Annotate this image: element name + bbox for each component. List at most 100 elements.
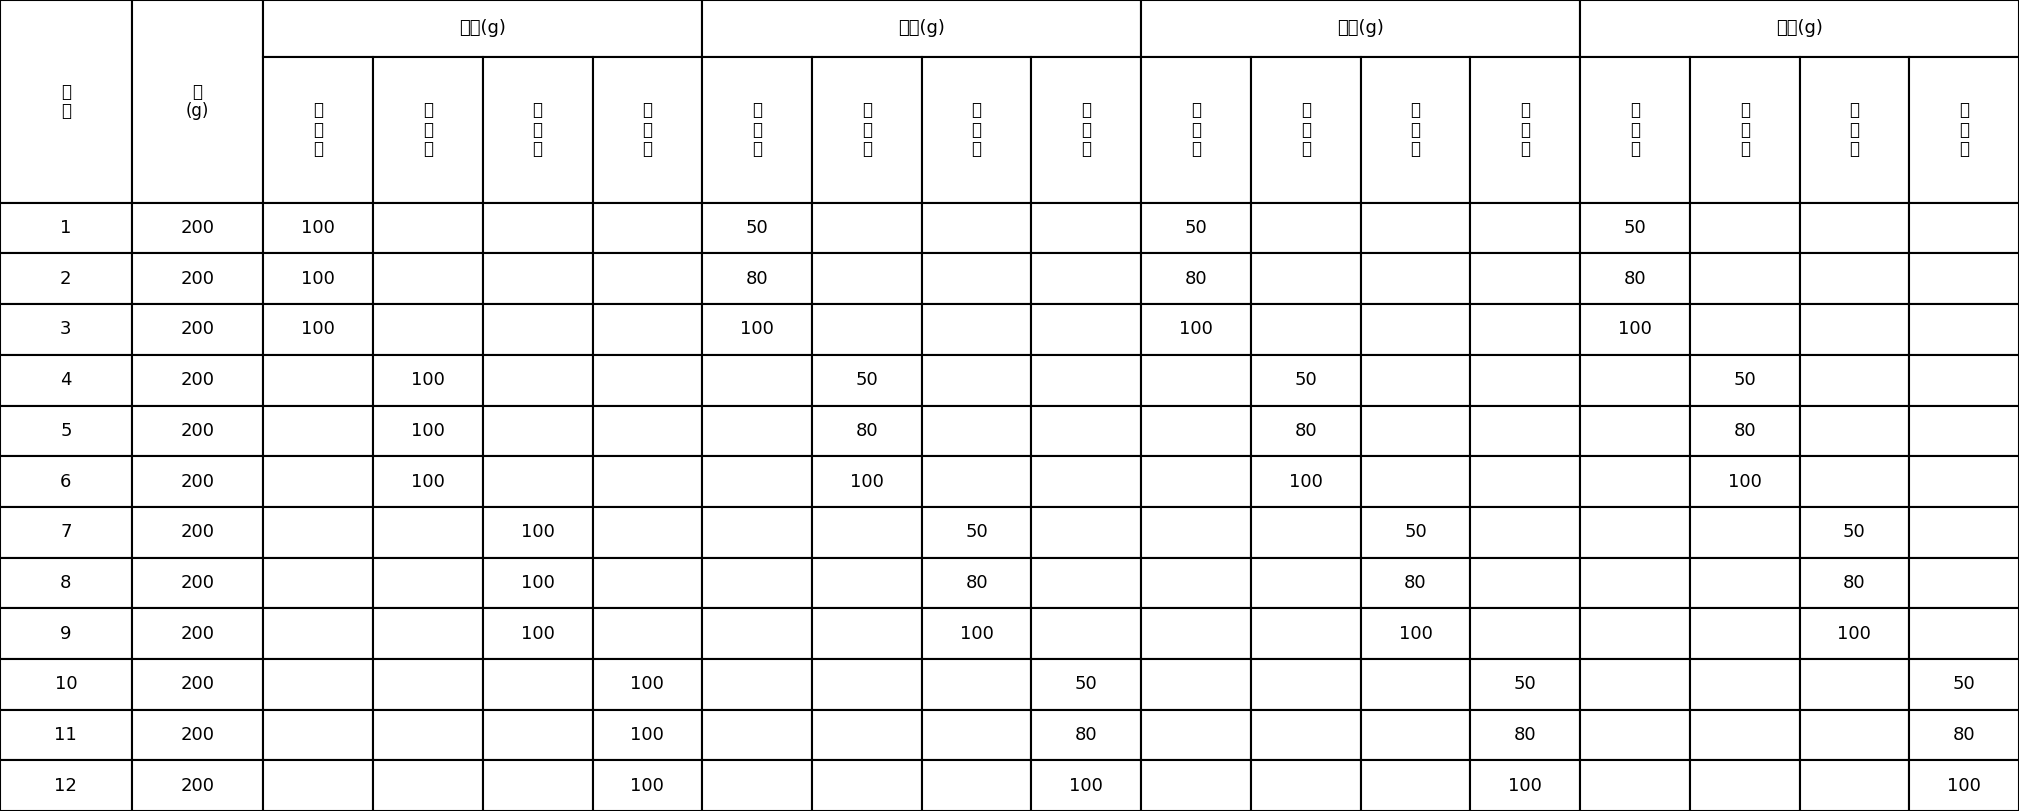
Bar bbox=[703, 0, 1141, 57]
Text: 200: 200 bbox=[180, 270, 214, 288]
Text: 硝
酸
锰: 硝 酸 锰 bbox=[313, 101, 323, 158]
Bar bbox=[812, 659, 923, 710]
Bar bbox=[374, 608, 483, 659]
Bar bbox=[703, 253, 812, 304]
Bar bbox=[1141, 608, 1252, 659]
Bar bbox=[703, 710, 812, 761]
Bar bbox=[812, 406, 923, 456]
Bar bbox=[703, 558, 812, 608]
Bar bbox=[1690, 304, 1799, 355]
Bar bbox=[262, 608, 374, 659]
Bar bbox=[1581, 659, 1690, 710]
Bar bbox=[131, 406, 262, 456]
Bar bbox=[1910, 406, 2019, 456]
Bar bbox=[1141, 57, 1252, 203]
Bar bbox=[1910, 558, 2019, 608]
Bar bbox=[592, 659, 703, 710]
Bar bbox=[1032, 659, 1141, 710]
Text: 硫
酸
钠: 硫 酸 钠 bbox=[862, 101, 872, 158]
Bar bbox=[131, 507, 262, 558]
Bar bbox=[262, 203, 374, 253]
Bar bbox=[374, 456, 483, 507]
Text: 镍盐(g): 镍盐(g) bbox=[1777, 19, 1823, 37]
Bar bbox=[1252, 406, 1361, 456]
Bar bbox=[374, 203, 483, 253]
Text: 12: 12 bbox=[55, 777, 77, 795]
Bar bbox=[483, 57, 592, 203]
Bar bbox=[1799, 57, 1910, 203]
Text: 200: 200 bbox=[180, 219, 214, 237]
Bar bbox=[262, 558, 374, 608]
Bar bbox=[1252, 710, 1361, 761]
Bar bbox=[131, 355, 262, 406]
Bar bbox=[923, 406, 1032, 456]
Bar bbox=[1252, 57, 1361, 203]
Text: 50: 50 bbox=[965, 523, 987, 541]
Bar bbox=[1581, 253, 1690, 304]
Text: 醋
酸
锰: 醋 酸 锰 bbox=[533, 101, 543, 158]
Text: 100: 100 bbox=[301, 270, 335, 288]
Bar bbox=[1252, 203, 1361, 253]
Bar bbox=[1799, 608, 1910, 659]
Bar bbox=[262, 659, 374, 710]
Bar bbox=[1032, 406, 1141, 456]
Bar bbox=[374, 558, 483, 608]
Bar bbox=[1252, 558, 1361, 608]
Bar bbox=[1470, 203, 1581, 253]
Text: 80: 80 bbox=[1514, 726, 1536, 744]
Bar bbox=[1032, 304, 1141, 355]
Text: 50: 50 bbox=[745, 219, 769, 237]
Bar bbox=[131, 761, 262, 811]
Bar bbox=[1141, 659, 1252, 710]
Bar bbox=[703, 355, 812, 406]
Bar bbox=[0, 761, 131, 811]
Bar bbox=[1032, 57, 1141, 203]
Text: 碳
酸
钠: 碳 酸 钠 bbox=[1082, 101, 1092, 158]
Text: 200: 200 bbox=[180, 676, 214, 693]
Bar bbox=[1581, 0, 2019, 57]
Bar bbox=[1799, 659, 1910, 710]
Bar bbox=[483, 456, 592, 507]
Text: 50: 50 bbox=[1185, 219, 1207, 237]
Bar bbox=[592, 558, 703, 608]
Bar bbox=[1252, 355, 1361, 406]
Bar bbox=[592, 507, 703, 558]
Bar bbox=[1361, 507, 1470, 558]
Bar bbox=[374, 659, 483, 710]
Bar bbox=[1361, 203, 1470, 253]
Bar bbox=[1581, 507, 1690, 558]
Bar bbox=[262, 761, 374, 811]
Bar bbox=[592, 203, 703, 253]
Bar bbox=[703, 761, 812, 811]
Text: 200: 200 bbox=[180, 624, 214, 642]
Text: 80: 80 bbox=[1734, 422, 1757, 440]
Bar bbox=[592, 456, 703, 507]
Bar bbox=[1690, 608, 1799, 659]
Bar bbox=[703, 406, 812, 456]
Text: 氯
化
钠: 氯 化 钠 bbox=[753, 101, 761, 158]
Bar bbox=[374, 57, 483, 203]
Bar bbox=[1141, 406, 1252, 456]
Text: 100: 100 bbox=[1288, 473, 1322, 491]
Bar bbox=[1361, 659, 1470, 710]
Text: 9: 9 bbox=[61, 624, 71, 642]
Bar bbox=[131, 608, 262, 659]
Bar bbox=[1690, 253, 1799, 304]
Bar bbox=[1581, 57, 1690, 203]
Bar bbox=[1581, 406, 1690, 456]
Text: 50: 50 bbox=[1403, 523, 1427, 541]
Bar bbox=[483, 608, 592, 659]
Bar bbox=[923, 57, 1032, 203]
Bar bbox=[262, 57, 374, 203]
Text: 硝
酸
钠: 硝 酸 钠 bbox=[971, 101, 981, 158]
Bar bbox=[812, 355, 923, 406]
Bar bbox=[1581, 304, 1690, 355]
Text: 氯
化
锰: 氯 化 锰 bbox=[642, 101, 652, 158]
Bar bbox=[812, 57, 923, 203]
Bar bbox=[1581, 608, 1690, 659]
Bar bbox=[1252, 659, 1361, 710]
Text: 200: 200 bbox=[180, 574, 214, 592]
Bar bbox=[1361, 253, 1470, 304]
Bar bbox=[923, 608, 1032, 659]
Bar bbox=[1141, 203, 1252, 253]
